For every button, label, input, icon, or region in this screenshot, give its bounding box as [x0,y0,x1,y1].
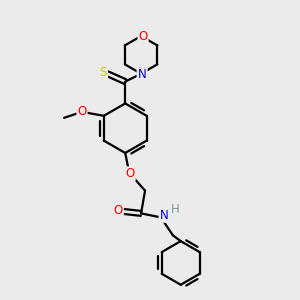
Text: O: O [114,204,123,217]
Text: N: N [138,68,146,81]
Text: S: S [100,66,107,79]
Text: H: H [170,203,179,216]
Text: O: O [138,30,148,43]
Text: O: O [126,167,135,180]
Text: O: O [77,105,87,119]
Text: N: N [138,66,146,79]
Text: N: N [160,209,168,222]
